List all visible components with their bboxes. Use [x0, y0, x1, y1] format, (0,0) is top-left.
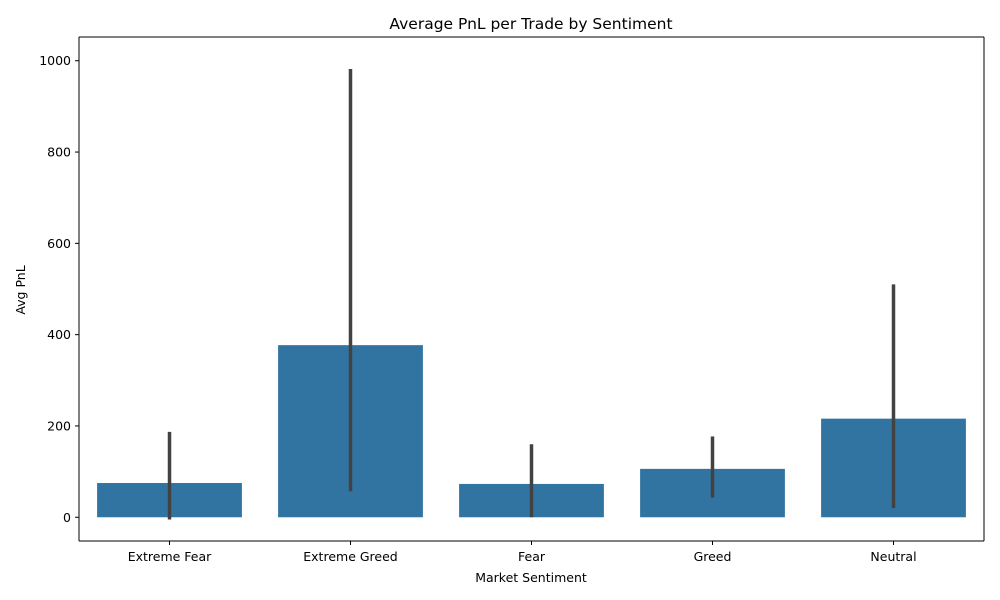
y-axis-label: Avg PnL [13, 265, 28, 314]
x-tick-label: Extreme Fear [128, 549, 212, 564]
x-tick-label: Neutral [870, 549, 916, 564]
y-tick-label: 0 [63, 510, 71, 525]
y-tick-label: 1000 [39, 53, 71, 68]
x-tick-label: Extreme Greed [303, 549, 397, 564]
plot-area: 0 200 400 600 800 1000 Extreme Fear Extreme Gre… [39, 36, 985, 564]
x-tick-label: Greed [694, 549, 732, 564]
chart-title: Average PnL per Trade by Sentiment [389, 15, 672, 33]
y-tick-label: 400 [47, 327, 71, 342]
x-axis-label: Market Sentiment [475, 570, 587, 585]
x-tick-label: Fear [518, 549, 546, 564]
y-tick-label: 800 [47, 145, 71, 160]
y-tick-label: 200 [47, 418, 71, 433]
y-tick-label: 600 [47, 236, 71, 251]
